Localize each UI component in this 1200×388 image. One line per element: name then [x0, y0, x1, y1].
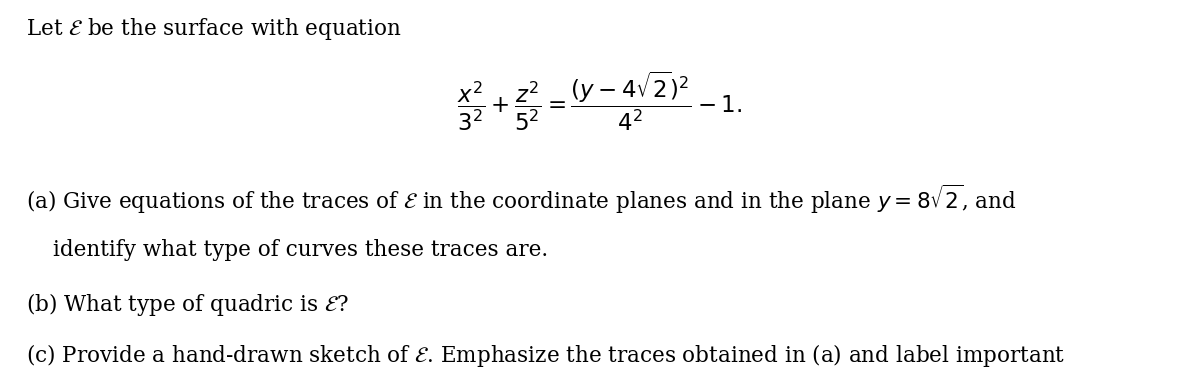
Text: $\dfrac{x^2}{3^2} + \dfrac{z^2}{5^2} = \dfrac{(y - 4\sqrt{2})^2}{4^2} - 1.$: $\dfrac{x^2}{3^2} + \dfrac{z^2}{5^2} = \…: [457, 70, 743, 133]
Text: (b) What type of quadric is $\mathcal{E}$?: (b) What type of quadric is $\mathcal{E}…: [26, 291, 349, 318]
Text: Let $\mathcal{E}$ be the surface with equation: Let $\mathcal{E}$ be the surface with eq…: [26, 16, 402, 42]
Text: (a) Give equations of the traces of $\mathcal{E}$ in the coordinate planes and i: (a) Give equations of the traces of $\ma…: [26, 182, 1018, 216]
Text: (c) Provide a hand-drawn sketch of $\mathcal{E}$. Emphasize the traces obtained : (c) Provide a hand-drawn sketch of $\mat…: [26, 342, 1066, 369]
Text: identify what type of curves these traces are.: identify what type of curves these trace…: [53, 239, 548, 261]
